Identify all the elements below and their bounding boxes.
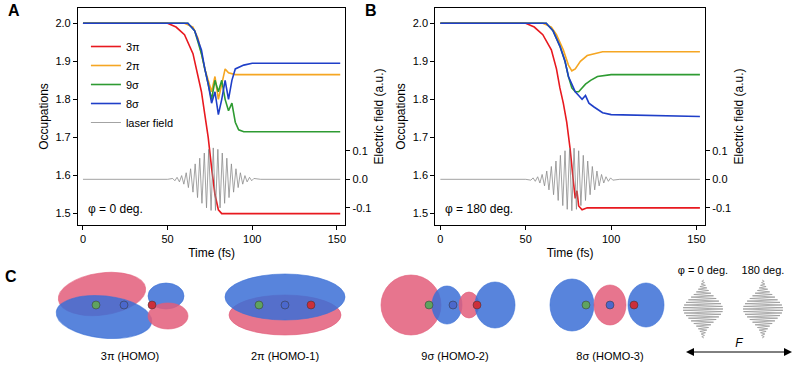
- svg-text:1.6: 1.6: [55, 169, 70, 181]
- svg-text:1.9: 1.9: [55, 55, 70, 67]
- svg-text:1.7: 1.7: [55, 131, 70, 143]
- svg-text:-0.1: -0.1: [352, 202, 371, 214]
- svg-text:1.9: 1.9: [413, 55, 428, 67]
- svg-text:F: F: [735, 336, 743, 350]
- svg-text:50: 50: [520, 233, 532, 245]
- svg-text:100: 100: [243, 233, 261, 245]
- svg-text:φ = 0 deg.: φ = 0 deg.: [678, 264, 728, 276]
- svg-text:9σ (HOMO-2): 9σ (HOMO-2): [421, 350, 488, 362]
- svg-text:0: 0: [80, 233, 86, 245]
- svg-text:3π (HOMO): 3π (HOMO): [101, 350, 159, 362]
- svg-text:150: 150: [328, 233, 346, 245]
- svg-text:φ = 0 deg.: φ = 0 deg.: [88, 202, 143, 216]
- svg-text:A: A: [8, 2, 20, 19]
- svg-text:φ = 180 deg.: φ = 180 deg.: [445, 202, 513, 216]
- svg-text:180 deg.: 180 deg.: [742, 264, 785, 276]
- svg-text:Electric field (a.u.): Electric field (a.u.): [732, 68, 746, 164]
- svg-text:1.8: 1.8: [413, 93, 428, 105]
- svg-text:C: C: [5, 268, 17, 285]
- svg-text:Occupations: Occupations: [37, 83, 51, 150]
- svg-text:Time (fs): Time (fs): [188, 246, 235, 260]
- svg-text:50: 50: [161, 233, 173, 245]
- svg-text:0.1: 0.1: [712, 145, 727, 157]
- svg-text:1.5: 1.5: [413, 207, 428, 219]
- svg-text:0.0: 0.0: [352, 173, 367, 185]
- svg-text:1.5: 1.5: [55, 207, 70, 219]
- svg-text:8σ (HOMO-3): 8σ (HOMO-3): [576, 350, 643, 362]
- svg-text:Occupations: Occupations: [394, 83, 408, 150]
- svg-text:laser field: laser field: [126, 117, 173, 129]
- svg-text:2π (HOMO-1): 2π (HOMO-1): [251, 350, 319, 362]
- svg-text:1.6: 1.6: [413, 169, 428, 181]
- svg-text:B: B: [365, 2, 377, 19]
- svg-text:9σ: 9σ: [126, 79, 139, 91]
- svg-text:8σ: 8σ: [126, 98, 139, 110]
- svg-text:150: 150: [687, 233, 705, 245]
- svg-text:2.0: 2.0: [55, 17, 70, 29]
- svg-text:0.1: 0.1: [352, 145, 367, 157]
- svg-text:Time (fs): Time (fs): [547, 246, 594, 260]
- svg-text:2.0: 2.0: [413, 17, 428, 29]
- svg-text:-0.1: -0.1: [712, 202, 731, 214]
- svg-text:1.7: 1.7: [413, 131, 428, 143]
- svg-text:0.0: 0.0: [712, 173, 727, 185]
- svg-text:3π: 3π: [126, 41, 140, 53]
- svg-text:1.8: 1.8: [55, 93, 70, 105]
- svg-text:Electric field (a.u.): Electric field (a.u.): [372, 68, 386, 164]
- svg-text:100: 100: [602, 233, 620, 245]
- svg-text:0: 0: [437, 233, 443, 245]
- svg-text:2π: 2π: [126, 60, 140, 72]
